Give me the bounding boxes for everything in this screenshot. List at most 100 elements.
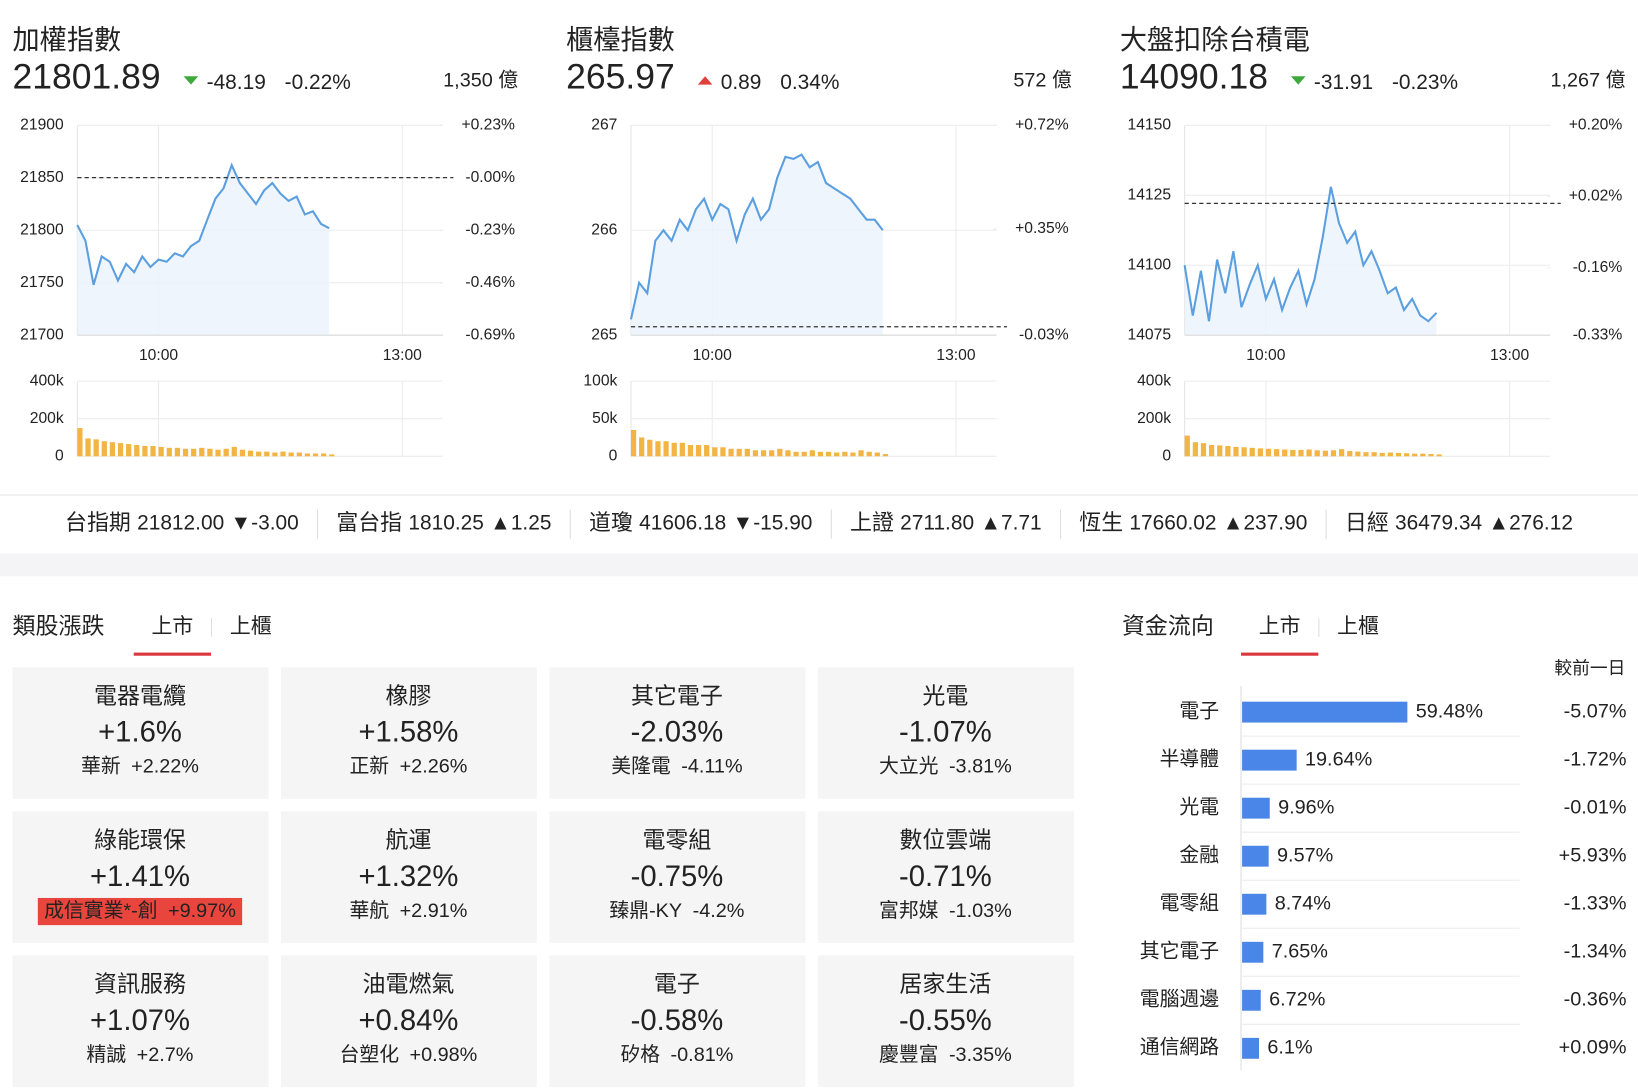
volume-bar: [296, 452, 302, 457]
sector-card[interactable]: [817, 667, 1074, 799]
volume-bar: [866, 451, 872, 457]
sector-name: 電零組: [642, 827, 711, 853]
flow-category: 其它電子: [1140, 940, 1219, 962]
volume-bar: [199, 447, 205, 457]
flow-bar: [1242, 845, 1269, 867]
flow-bar: [1242, 989, 1261, 1011]
volume-bar: [1428, 454, 1434, 457]
sector-card[interactable]: [281, 811, 537, 943]
sector-card[interactable]: [549, 955, 806, 1087]
ticker-change: ▲237.90: [1223, 512, 1308, 535]
ticker-value: 17660.02: [1129, 512, 1216, 535]
volume-bar: [117, 443, 124, 457]
index-change-pct: -0.23%: [1392, 71, 1458, 94]
y2-tick-label: +0.02%: [1569, 188, 1623, 205]
sector-leader-change: -3.81%: [949, 756, 1012, 778]
volume-bar: [1339, 449, 1345, 457]
volume-bar: [329, 454, 335, 457]
flow-bar: [1242, 797, 1270, 819]
volume-bar: [166, 447, 172, 457]
index-price: 21801.89: [13, 57, 161, 97]
y-tick-label: 14100: [1127, 256, 1171, 273]
sector-name: 橡膠: [385, 683, 431, 709]
index-name: 櫃檯指數: [566, 24, 675, 55]
sector-card[interactable]: [12, 667, 269, 799]
volume-bar: [639, 437, 645, 457]
sector-card[interactable]: [12, 955, 269, 1087]
area: [77, 165, 330, 336]
volume-bar: [1225, 445, 1231, 457]
sector-change: -0.55%: [899, 1005, 992, 1037]
area: [630, 154, 883, 336]
ticker-change: ▼-3.00: [230, 512, 298, 535]
volume-bar: [801, 451, 807, 457]
sector-card[interactable]: [549, 811, 806, 943]
volume-bar: [695, 445, 702, 457]
flow-category: 光電: [1179, 796, 1219, 818]
sector-leader: 臻鼎-KY: [609, 900, 682, 922]
tab[interactable]: 上市: [151, 615, 193, 638]
flow-value-label: 9.96%: [1278, 796, 1334, 818]
volume-bar: [793, 451, 799, 457]
y-tick-label: 21900: [20, 116, 64, 133]
index-turnover: 1,350 億: [443, 70, 518, 92]
flow-change: -1.72%: [1564, 748, 1627, 770]
x-tick-label: 13:00: [383, 347, 422, 364]
volume-bar: [769, 450, 775, 457]
volume-bar: [231, 446, 237, 457]
volume-bar: [704, 445, 710, 457]
ticker-name[interactable]: 富台指: [336, 510, 402, 535]
volume-bar: [134, 445, 140, 457]
y2-tick-label: -0.03%: [1019, 326, 1069, 343]
y2-tick-label: -0.23%: [465, 221, 515, 238]
sector-leader-change: +2.26%: [400, 756, 468, 778]
volume-bar: [158, 446, 164, 457]
ticker-change: ▼-15.90: [733, 512, 813, 535]
y-tick-label: 266: [591, 221, 617, 238]
volume-bar: [1420, 453, 1426, 457]
volume-bar: [1184, 435, 1190, 457]
index-change: -31.91: [1314, 71, 1373, 94]
sector-card[interactable]: [817, 811, 1074, 943]
price-line: [76, 162, 330, 286]
sector-leader: 大立光: [879, 756, 939, 778]
index-change: -48.19: [207, 71, 266, 94]
sector-card[interactable]: [281, 667, 537, 799]
sector-card[interactable]: [281, 955, 537, 1087]
volume-bar: [825, 451, 832, 457]
volume-bar: [817, 451, 824, 457]
volume-bar: [312, 453, 319, 457]
ticker-name[interactable]: 恆生: [1079, 510, 1123, 535]
flow-value-label: 59.48%: [1416, 700, 1483, 722]
sector-change: +1.32%: [358, 861, 458, 893]
ticker-name[interactable]: 日經: [1345, 510, 1389, 535]
flow-category: 半導體: [1160, 748, 1219, 770]
ticker-name[interactable]: 台指期: [65, 510, 131, 535]
ticker-name[interactable]: 上證: [850, 510, 894, 535]
volume-bar: [1404, 453, 1410, 457]
volume-bar: [712, 447, 718, 457]
volume-bar: [655, 441, 661, 457]
y-tick-label: 14150: [1127, 116, 1171, 133]
volume-bar: [687, 445, 694, 457]
sector-leader: 台塑化: [340, 1044, 400, 1066]
flow-category: 電腦週邊: [1140, 989, 1220, 1011]
sector-name: 其它電子: [631, 683, 723, 709]
sector-card[interactable]: [817, 955, 1074, 1087]
volume-bar: [728, 448, 734, 457]
ticker-value: 1810.25: [408, 512, 483, 535]
tab[interactable]: 上櫃: [230, 615, 272, 638]
y-tick-label: 21850: [20, 169, 64, 186]
volume-bar: [1355, 451, 1361, 457]
flow-bar: [1242, 1037, 1260, 1059]
volume-bar: [752, 450, 759, 457]
volume-bar: [1314, 450, 1320, 457]
tab[interactable]: 上櫃: [1337, 615, 1379, 638]
sector-card[interactable]: [549, 667, 806, 799]
volume-bar: [1233, 446, 1239, 457]
ticker-name[interactable]: 道瓊: [589, 510, 633, 535]
volume-bar: [215, 449, 221, 457]
y2-tick-label: -0.16%: [1573, 259, 1623, 276]
tab[interactable]: 上市: [1259, 615, 1301, 638]
